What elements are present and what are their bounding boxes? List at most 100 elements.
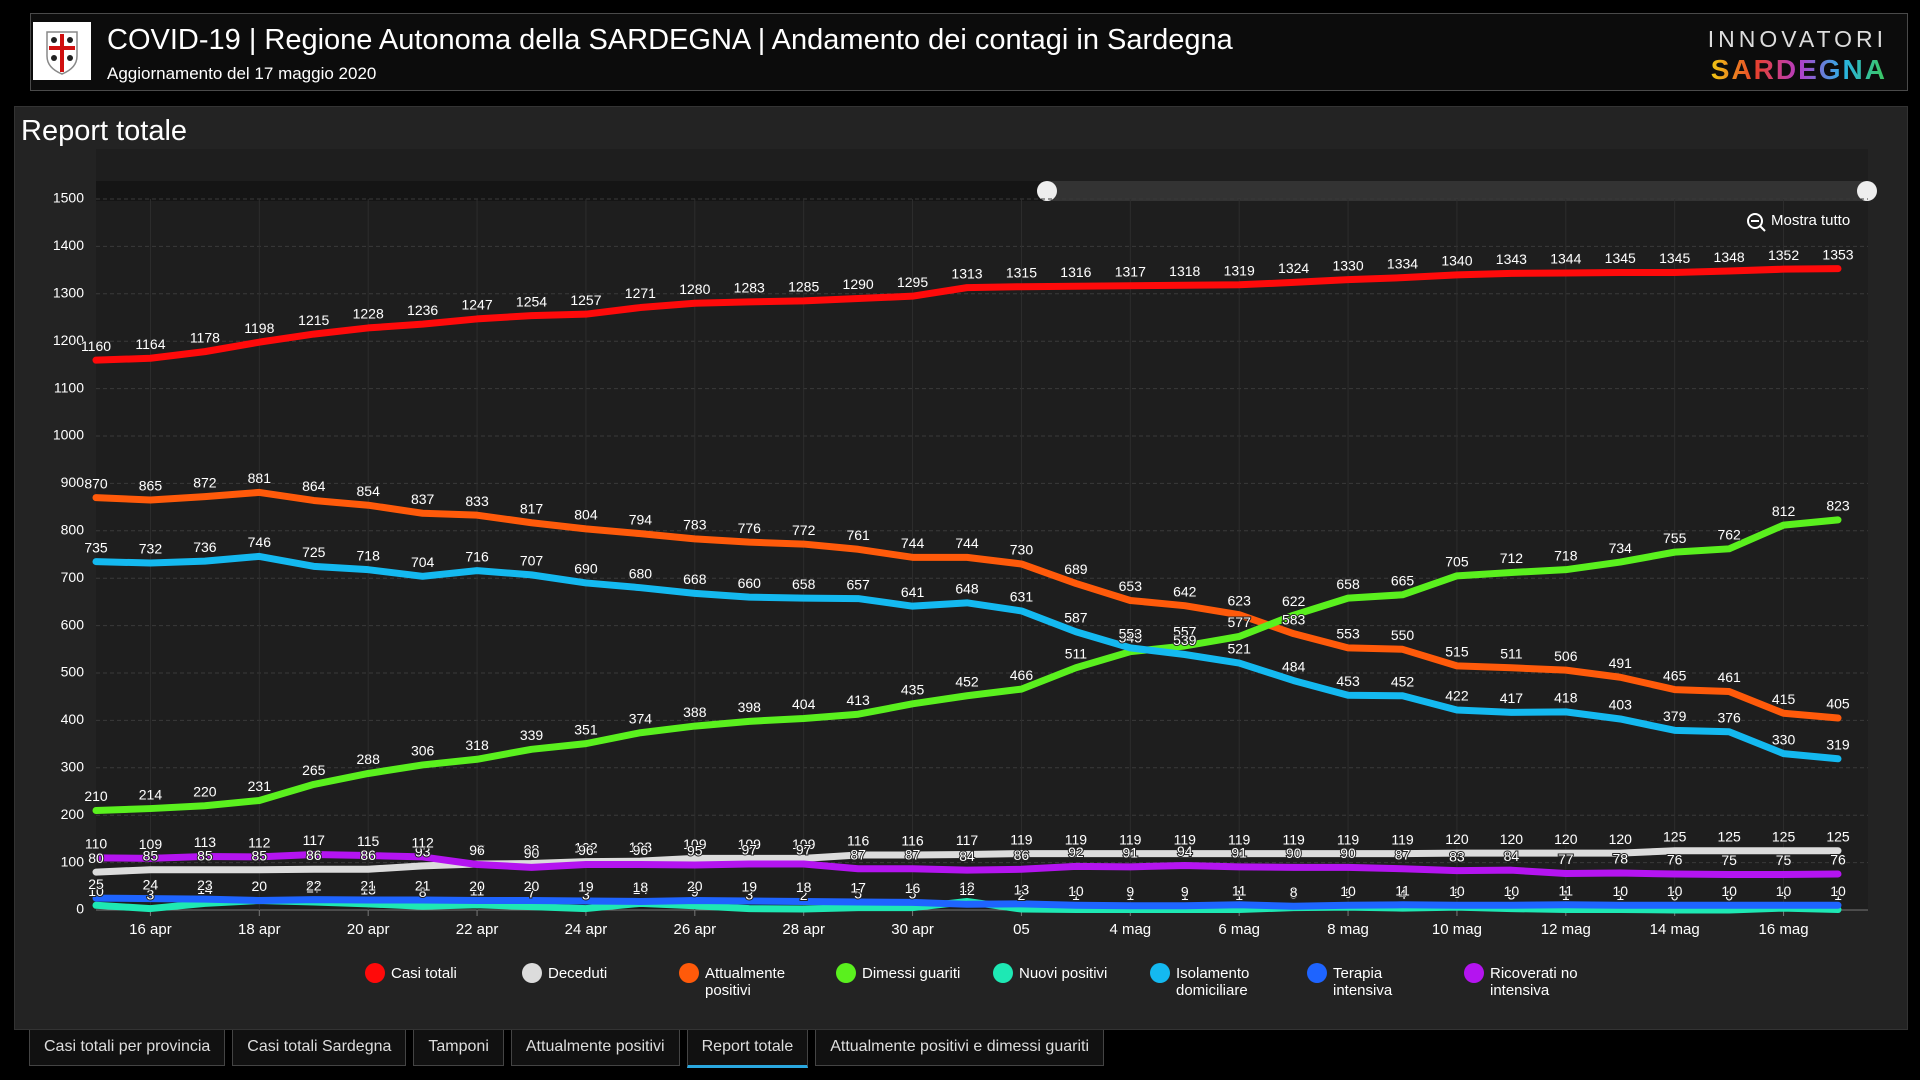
data-label: 1 xyxy=(1834,887,1842,903)
data-label: 712 xyxy=(1500,550,1524,566)
data-label: 16 xyxy=(905,880,921,896)
tab[interactable]: Tamponi xyxy=(413,1030,504,1066)
x-tick-label: 28 apr xyxy=(782,921,825,938)
data-label: 91 xyxy=(1123,845,1139,861)
data-label: 413 xyxy=(846,692,870,708)
data-label: 718 xyxy=(1554,547,1578,563)
data-label: 405 xyxy=(1826,696,1850,712)
legend-item[interactable]: Attualmente positivi xyxy=(679,963,836,999)
legend-item[interactable]: Terapia intensiva xyxy=(1307,963,1464,999)
data-label: 452 xyxy=(955,673,979,689)
data-label: 484 xyxy=(1282,658,1306,674)
data-label: 772 xyxy=(792,522,816,538)
data-label: 3 xyxy=(1507,886,1515,902)
data-label: 511 xyxy=(1065,645,1088,661)
data-label: 4 xyxy=(1399,886,1407,902)
data-label: 23 xyxy=(197,877,213,893)
data-label: 660 xyxy=(738,575,762,591)
x-tick-label: 8 mag xyxy=(1327,921,1369,938)
data-label: 76 xyxy=(1830,852,1846,868)
data-label: 11 xyxy=(470,882,485,898)
tab[interactable]: Casi totali Sardegna xyxy=(232,1030,407,1066)
legend-item[interactable]: Dimessi guariti xyxy=(836,963,993,999)
data-label: 12 xyxy=(959,882,975,898)
data-label: 404 xyxy=(792,696,816,712)
data-label: 109 xyxy=(683,836,707,852)
data-label: 1271 xyxy=(625,285,656,301)
data-label: 95 xyxy=(687,843,703,859)
tab[interactable]: Attualmente positivi xyxy=(510,1030,680,1066)
data-label: 379 xyxy=(1663,708,1687,724)
data-label: 306 xyxy=(411,743,435,759)
legend: Casi totali Deceduti Attualmente positivi D… xyxy=(365,963,1621,999)
data-label: 1254 xyxy=(516,293,547,309)
data-label: 125 xyxy=(1772,828,1796,844)
data-label: 1348 xyxy=(1714,249,1745,265)
data-label: 96 xyxy=(578,842,594,858)
data-label: 1343 xyxy=(1496,251,1527,267)
legend-item[interactable]: Casi totali xyxy=(365,963,522,999)
legend-label: Terapia intensiva xyxy=(1333,965,1393,999)
data-label: 14 xyxy=(633,881,649,897)
data-label: 1160 xyxy=(81,338,111,354)
data-label: 18 xyxy=(633,879,649,895)
data-label: 330 xyxy=(1772,731,1796,747)
data-label: 872 xyxy=(193,474,217,490)
tab[interactable]: Report totale xyxy=(686,1030,809,1068)
data-label: 665 xyxy=(1391,572,1415,588)
legend-item[interactable]: Ricoverati no intensiva xyxy=(1464,963,1621,999)
data-label: 1290 xyxy=(843,276,874,292)
data-label: 113 xyxy=(194,834,217,850)
tab[interactable]: Casi totali per provincia xyxy=(29,1030,226,1066)
tab[interactable]: Attualmente positivi e dimessi guariti xyxy=(815,1030,1104,1066)
legend-swatch xyxy=(365,963,385,983)
data-label: 761 xyxy=(846,527,870,543)
data-label: 732 xyxy=(139,541,163,557)
data-label: 3 xyxy=(745,886,753,902)
x-tick-label: 12 mag xyxy=(1541,921,1591,938)
data-label: 119 xyxy=(1010,831,1033,847)
legend-item[interactable]: Nuovi positivi xyxy=(993,963,1150,999)
legend-item[interactable]: Isolamento domiciliare xyxy=(1150,963,1307,999)
x-tick-label: 18 apr xyxy=(238,921,281,938)
data-label: 854 xyxy=(357,483,381,499)
data-label: 110 xyxy=(85,836,108,852)
data-label: 318 xyxy=(465,737,489,753)
data-label: 415 xyxy=(1772,691,1796,707)
legend-swatch xyxy=(522,963,542,983)
data-label: 557 xyxy=(1173,624,1197,640)
data-label: 94 xyxy=(1177,843,1193,859)
series-line xyxy=(92,847,1842,876)
data-label: 5 xyxy=(1290,885,1298,901)
zoom-button[interactable]: Mostra tutto xyxy=(1747,212,1850,232)
data-label: 690 xyxy=(574,561,598,577)
data-label: 833 xyxy=(465,493,489,509)
data-label: 24 xyxy=(143,876,159,892)
data-label: 10 xyxy=(1449,883,1465,899)
data-label: 465 xyxy=(1663,667,1687,683)
scroll-handle xyxy=(1857,181,1877,201)
panel-title: Report totale xyxy=(21,115,188,147)
zoom-label: Mostra tutto xyxy=(1771,212,1850,229)
data-label: 265 xyxy=(302,762,326,778)
data-label: 453 xyxy=(1336,673,1360,689)
data-label: 716 xyxy=(465,548,489,564)
data-label: 776 xyxy=(738,520,762,536)
y-tick-label: 200 xyxy=(61,806,85,822)
subtitle: Aggiornamento del 17 maggio 2020 xyxy=(107,64,377,83)
data-label: 10 xyxy=(1721,883,1737,899)
data-label: 1345 xyxy=(1605,250,1636,266)
data-label: 22 xyxy=(306,877,322,893)
data-label: 119 xyxy=(1174,831,1197,847)
data-label: 116 xyxy=(901,833,924,849)
data-label: 119 xyxy=(1228,831,1251,847)
data-label: 20 xyxy=(469,878,485,894)
data-label: 119 xyxy=(1337,831,1360,847)
legend-item[interactable]: Deceduti xyxy=(522,963,679,999)
data-label: 658 xyxy=(1336,576,1360,592)
data-label: 491 xyxy=(1609,655,1633,671)
y-tick-label: 1100 xyxy=(54,379,84,395)
data-label: 388 xyxy=(683,704,707,720)
data-label: 1247 xyxy=(461,297,492,313)
data-label: 1330 xyxy=(1332,257,1363,273)
